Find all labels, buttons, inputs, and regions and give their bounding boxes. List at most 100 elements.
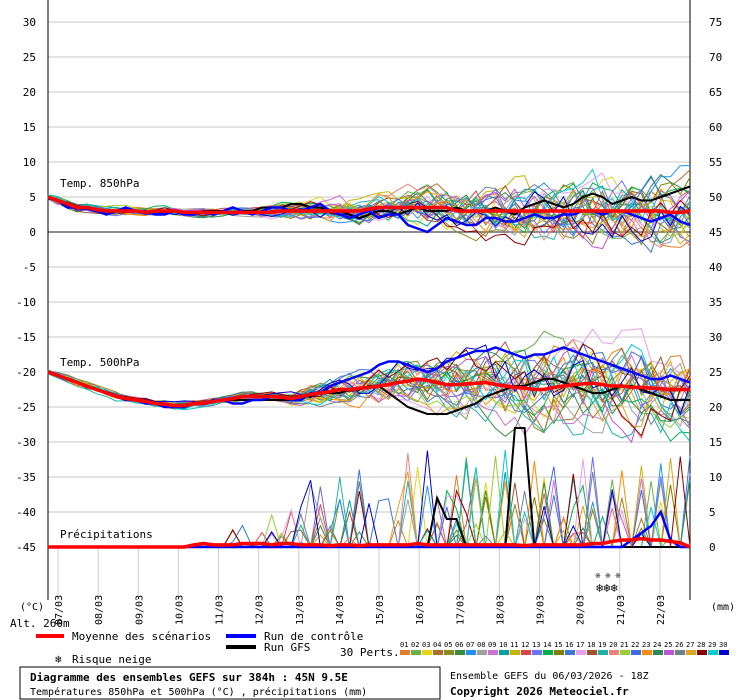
pert-label: 17 — [576, 641, 584, 649]
pert-swatch — [620, 650, 630, 655]
legend-control-label: Run de contrôle — [264, 630, 363, 643]
x-tick-label: 20/03 — [576, 595, 587, 625]
pert-swatch — [477, 650, 487, 655]
x-tick-label: 21/03 — [616, 595, 627, 625]
pert-swatch — [444, 650, 454, 655]
pert-swatch — [422, 650, 432, 655]
right-tick-label: 20 — [709, 401, 722, 414]
right-tick-label: 15 — [709, 436, 722, 449]
pert-swatch — [719, 650, 729, 655]
pert-label: 19 — [598, 641, 606, 649]
right-tick-label: 50 — [709, 191, 722, 204]
pert-swatch — [400, 650, 410, 655]
pert-label: 15 — [554, 641, 562, 649]
right-tick-label: 30 — [709, 331, 722, 344]
pert-label: 02 — [411, 641, 419, 649]
pert-label: 10 — [499, 641, 507, 649]
pert-label: 11 — [510, 641, 518, 649]
pert-label: 23 — [642, 641, 650, 649]
pert-label: 24 — [653, 641, 661, 649]
snow-icon: ❄ — [55, 653, 62, 666]
x-tick-label: 08/03 — [94, 595, 105, 625]
pert-label: 05 — [444, 641, 452, 649]
pert-swatch — [642, 650, 652, 655]
pert-label: 29 — [708, 641, 716, 649]
left-tick-label: -25 — [16, 401, 36, 414]
right-tick-label: 35 — [709, 296, 722, 309]
right-tick-label: 5 — [709, 506, 716, 519]
x-tick-label: 13/03 — [295, 595, 306, 625]
left-tick-label: -35 — [16, 471, 36, 484]
pert-swatch — [653, 650, 663, 655]
pert-swatch — [664, 650, 674, 655]
pert-label: 16 — [565, 641, 573, 649]
pert-label: 12 — [521, 641, 529, 649]
left-tick-label: 25 — [23, 51, 36, 64]
x-tick-label: 16/03 — [415, 595, 426, 625]
svg-text:※: ※ — [615, 572, 621, 580]
title-box — [19, 666, 441, 700]
pert-swatch — [488, 650, 498, 655]
section-label-t850: Temp. 850hPa — [60, 177, 139, 190]
series-t850-moyenne-des-scénarios — [47, 195, 691, 215]
pert-label: 21 — [620, 641, 628, 649]
right-tick-label: 40 — [709, 261, 722, 274]
pert-label: 03 — [422, 641, 430, 649]
left-tick-label: 15 — [23, 121, 36, 134]
pert-label: 30 — [719, 641, 727, 649]
pert-swatch — [697, 650, 707, 655]
pert-swatch — [433, 650, 443, 655]
pert-swatch — [521, 650, 531, 655]
legend-gfs-label: Run GFS — [264, 641, 310, 654]
x-tick-label: 11/03 — [215, 595, 226, 625]
x-tick-label: 22/03 — [656, 595, 667, 625]
chart-subtitle: Températures 850hPa et 500hPa (°C) , pré… — [30, 686, 367, 698]
right-tick-label: 70 — [709, 51, 722, 64]
pert-swatch — [631, 650, 641, 655]
pert-label: 01 — [400, 641, 408, 649]
copyright: Copyright 2026 Meteociel.fr — [450, 685, 629, 698]
legend: Moyenne des scénarios Run de contrôle Ru… — [36, 630, 729, 666]
main-series — [47, 185, 691, 549]
left-tick-label: 20 — [23, 86, 36, 99]
pert-label: 08 — [477, 641, 485, 649]
left-tick-label: -45 — [16, 541, 36, 554]
pert-swatch — [675, 650, 685, 655]
series-precip-moyenne-des-scénarios — [48, 536, 691, 549]
pert-label: 28 — [697, 641, 705, 649]
x-tick-label: 10/03 — [174, 595, 185, 625]
legend-perts-label: 30 Perts. — [340, 646, 400, 659]
left-tick-label: -40 — [16, 506, 36, 519]
altitude-label: Alt. 260m — [10, 617, 70, 630]
left-tick-label: -30 — [16, 436, 36, 449]
pert-legend: 01 02 03 04 05 06 07 08 09 10 11 12 13 14 15 16 17 18 19 20… — [400, 641, 729, 655]
x-tick-label: 09/03 — [134, 595, 145, 625]
section-label-precip: Précipitations — [60, 528, 153, 541]
run-info: Ensemble GEFS du 06/03/2026 - 18Z — [450, 671, 649, 682]
series-t500-moyenne-des-scénarios — [47, 370, 690, 408]
x-tick-label: 07/03 — [54, 595, 65, 625]
right-tick-label: 45 — [709, 226, 722, 239]
left-axis: 30 25 20 15 10 5 0 -5 -10 -15 -20 -25 -30 -35 -40 -45 — [16, 16, 36, 554]
left-tick-label: 30 — [23, 16, 36, 29]
pert-swatch — [499, 650, 509, 655]
pert-label: 04 — [433, 641, 441, 649]
x-tick-label: 19/03 — [536, 595, 547, 625]
x-tick-label: 18/03 — [495, 595, 506, 625]
x-tick-label: 12/03 — [255, 595, 266, 625]
pert-swatch — [708, 650, 718, 655]
pert-swatch — [532, 650, 542, 655]
x-tick-label: 14/03 — [335, 595, 346, 625]
pert-label: 06 — [455, 641, 463, 649]
pert-label: 14 — [543, 641, 551, 649]
left-tick-label: -20 — [16, 366, 36, 379]
pert-swatch — [609, 650, 619, 655]
pert-swatch — [686, 650, 696, 655]
left-tick-label: 0 — [29, 226, 36, 239]
x-axis: 07/03 08/03 09/03 10/03 11/03 12/03 13/03 14/03… — [54, 547, 667, 625]
pert-label: 22 — [631, 641, 639, 649]
svg-text:※: ※ — [595, 572, 601, 580]
pert-swatch — [576, 650, 586, 655]
right-tick-label: 75 — [709, 16, 722, 29]
pert-swatch — [587, 650, 597, 655]
